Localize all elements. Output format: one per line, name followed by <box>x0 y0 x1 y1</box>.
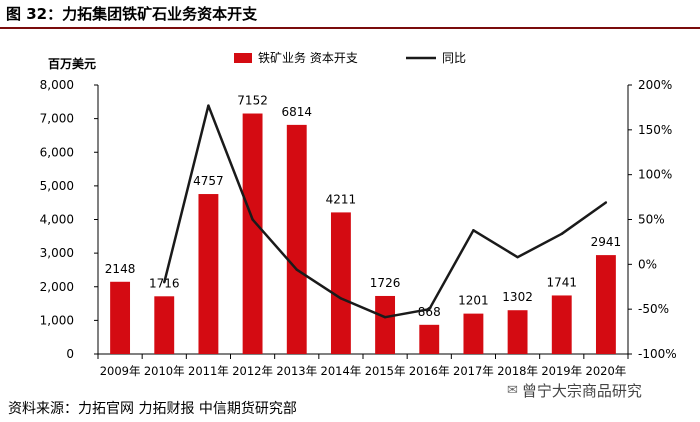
left-tick-label: 8,000 <box>40 78 74 92</box>
chart-figure-title: 图 32：力拓集团铁矿石业务资本开支 <box>6 5 258 23</box>
bar-value-label: 4211 <box>326 192 357 206</box>
bar-value-label: 1302 <box>502 290 533 304</box>
bar-value-label: 7152 <box>237 94 268 108</box>
bar-series <box>110 113 616 355</box>
bar <box>419 324 440 354</box>
bar-value-label: 2148 <box>105 262 136 276</box>
bar <box>286 124 307 355</box>
bar <box>463 313 484 354</box>
bar-value-label: 1741 <box>546 275 577 289</box>
yoy-line-series <box>163 104 608 319</box>
left-tick-label: 6,000 <box>40 145 74 159</box>
left-axis-unit: 百万美元 <box>48 56 96 71</box>
bar-value-label: 868 <box>418 305 441 319</box>
wechat-icon: ✉ <box>507 383 518 398</box>
bar <box>154 296 175 354</box>
bar <box>595 255 616 354</box>
left-tick-label: 1,000 <box>40 313 74 327</box>
left-tick-label: 4,000 <box>40 213 74 227</box>
bar-value-label: 4757 <box>193 174 224 188</box>
yoy-point <box>251 218 254 221</box>
x-tick-label: 2019年 <box>541 364 582 378</box>
left-tick-label: 0 <box>66 347 74 361</box>
bar-value-label: 1201 <box>458 294 489 308</box>
legend-bar-swatch <box>234 53 252 63</box>
right-tick-label: 150% <box>638 123 672 137</box>
yoy-point <box>516 255 519 259</box>
yoy-point <box>295 268 298 271</box>
x-tick-label: 2017年 <box>453 364 494 378</box>
bar <box>242 113 263 354</box>
right-tick-label: 50% <box>638 213 665 227</box>
bar <box>551 295 572 354</box>
yoy-point <box>604 201 608 204</box>
x-tick-label: 2013年 <box>276 364 317 378</box>
left-tick-label: 5,000 <box>40 179 74 193</box>
x-tick-label: 2018年 <box>497 364 538 378</box>
x-axis: 2009年 2010年 2011年 2012年 2013年 2014年 2015年 2016年… <box>97 353 629 378</box>
right-tick-label: 200% <box>638 78 672 92</box>
watermark-text: 曾宁大宗商品研究 <box>521 382 642 400</box>
yoy-point <box>560 232 563 236</box>
yoy-point <box>339 297 343 300</box>
watermark: ✉ 曾宁大宗商品研究 <box>507 380 642 401</box>
x-tick-label: 2020年 <box>586 364 627 378</box>
bar-value-labels: 2148171647577152681442111726868120113021… <box>105 94 621 319</box>
bar <box>330 212 351 354</box>
x-tick-label: 2010年 <box>144 364 185 378</box>
bar <box>507 310 528 354</box>
left-tick-label: 7,000 <box>40 112 74 126</box>
right-axis: -100% -50% 0% 50% 100% 150% 200% <box>627 78 677 361</box>
left-axis: 0 1,000 2,000 3,000 4,000 5,000 6,000 7,000 8,00… <box>40 78 99 361</box>
yoy-point <box>207 104 210 107</box>
right-tick-label: 0% <box>638 257 657 271</box>
bar-value-label: 2941 <box>591 235 622 249</box>
left-tick-label: 2,000 <box>40 280 74 294</box>
yoy-point <box>428 307 431 311</box>
x-tick-label: 2011年 <box>188 364 229 378</box>
bar <box>198 194 219 354</box>
x-tick-label: 2015年 <box>365 364 406 378</box>
left-tick-label: 3,000 <box>40 246 74 260</box>
bar-line-chart: 0 1,000 2,000 3,000 4,000 5,000 6,000 7,000 8,00… <box>40 50 677 378</box>
right-tick-label: -100% <box>638 347 677 361</box>
bar <box>375 295 396 354</box>
bar-value-label: 1726 <box>370 276 401 290</box>
right-tick-label: 100% <box>638 168 672 182</box>
legend-line-label: 同比 <box>442 51 466 65</box>
x-tick-label: 2014年 <box>321 364 362 378</box>
source-note: 资料来源：力拓官网 力拓财报 中信期货研究部 <box>8 401 297 417</box>
right-tick-label: -50% <box>638 302 669 316</box>
chart-legend: 铁矿业务 资本开支 同比 <box>234 50 466 65</box>
x-tick-label: 2009年 <box>100 364 141 378</box>
title-divider <box>0 27 700 29</box>
yoy-point <box>472 229 475 232</box>
x-tick-label: 2012年 <box>232 364 273 378</box>
yoy-point <box>163 281 166 284</box>
legend-bar-label: 铁矿业务 资本开支 <box>258 50 358 65</box>
x-tick-label: 2016年 <box>409 364 450 378</box>
yoy-point <box>383 316 387 319</box>
bar-value-label: 6814 <box>281 105 312 119</box>
bar <box>110 281 131 354</box>
